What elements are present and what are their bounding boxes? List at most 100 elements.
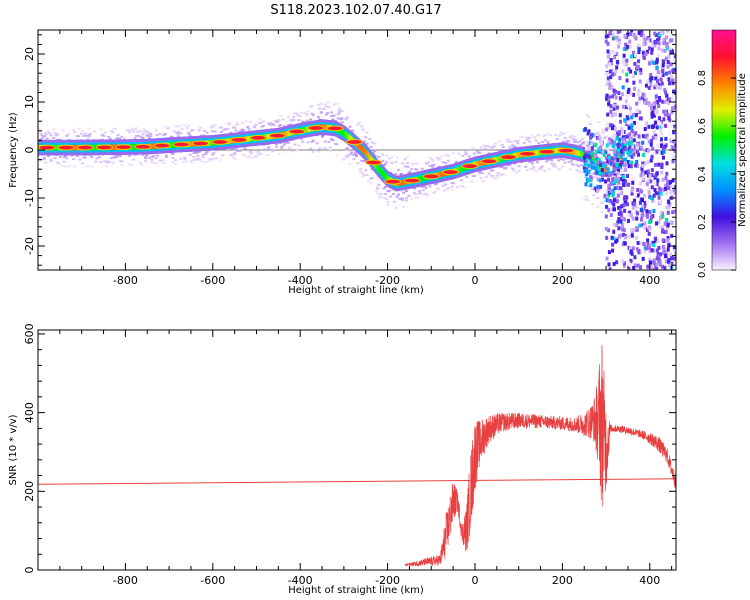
- spectrogram-cell: [161, 159, 165, 162]
- spectrogram-cell: [634, 226, 638, 231]
- spectrogram-cell: [530, 134, 534, 137]
- spectrogram-cell: [497, 149, 501, 152]
- spectrogram-cell: [140, 163, 144, 166]
- spectrogram-cell: [420, 167, 424, 170]
- spectrogram-cell: [252, 126, 256, 129]
- spectrogram-cell: [624, 99, 628, 104]
- snr-frame: [37, 329, 677, 571]
- spectrogram-cell: [617, 176, 621, 181]
- spectrogram-cell: [613, 166, 617, 171]
- spectrogram-cell: [594, 156, 598, 161]
- spectrogram-cell: [595, 170, 599, 175]
- spectrogram-cell: [330, 115, 334, 118]
- snr-xtick-label: -200: [375, 574, 400, 587]
- spectrogram-cell: [670, 233, 674, 238]
- spectrogram-cell: [588, 175, 592, 180]
- spectrogram-cell: [615, 105, 619, 110]
- spectrogram-cell: [372, 152, 376, 155]
- spectrogram-cell: [635, 101, 639, 106]
- spectrogram-cell: [607, 52, 611, 57]
- spectrogram-cell: [429, 157, 433, 160]
- spectrogram-cell: [332, 114, 336, 117]
- spectrogram-cell: [661, 99, 665, 104]
- spectrogram-cell: [461, 154, 465, 157]
- spectrogram-cell: [594, 166, 598, 171]
- spectrogram-cell: [488, 146, 492, 149]
- spectrogram-cell: [479, 146, 483, 149]
- spectrogram-cell: [462, 185, 466, 188]
- spectrogram-cell: [126, 129, 130, 132]
- spectrogram-cell: [582, 165, 586, 170]
- spectrogram-cell: [618, 165, 622, 170]
- spectrogram-cell: [630, 160, 634, 165]
- spectrogram-cell: [361, 128, 365, 131]
- spectrogram-cell: [668, 34, 672, 39]
- spectrogram-cell: [647, 186, 651, 191]
- spectrogram-cell: [636, 68, 640, 73]
- spectrogram-peak: [557, 147, 575, 154]
- spectrogram-cell: [370, 141, 374, 144]
- spectrogram-cell: [648, 260, 652, 265]
- spectrogram-cell: [616, 168, 620, 173]
- spectrogram-cell: [632, 152, 636, 157]
- spectrogram-cell: [209, 157, 213, 160]
- spectrogram-cell: [603, 193, 607, 198]
- spectrogram-cell: [437, 165, 441, 168]
- spectrogram-cell: [573, 140, 577, 143]
- spectrogram-cell: [655, 65, 659, 70]
- spectrogram-cell: [265, 153, 269, 156]
- spectrogram-cell: [669, 179, 673, 184]
- spectrogram-cell: [250, 152, 254, 155]
- spectrogram-cell: [567, 161, 571, 164]
- spectrogram-cell: [185, 126, 189, 129]
- spectrogram-cell: [626, 44, 630, 49]
- spectrogram-cell: [403, 165, 407, 168]
- spectrogram-cell: [609, 104, 613, 109]
- spectrogram-cell: [621, 130, 625, 135]
- spectrogram-cell: [85, 134, 89, 137]
- spectrogram-cell: [373, 150, 377, 153]
- spectrogram-cell: [465, 176, 469, 179]
- spectrogram-cell: [640, 217, 644, 222]
- spectrogram-cell: [511, 144, 515, 147]
- spectrogram-cell: [437, 158, 441, 161]
- spectrogram-cell: [635, 108, 639, 113]
- spectrogram-cell: [655, 38, 659, 43]
- spectrogram-cell: [666, 247, 670, 252]
- spectrogram-cell: [81, 129, 85, 132]
- spectrogram-cell: [630, 30, 634, 33]
- spectrogram-cell: [651, 102, 655, 107]
- spectrogram-cell: [660, 30, 664, 34]
- spectrogram-cell: [420, 185, 424, 188]
- spectrogram-cell: [652, 130, 656, 135]
- spectrogram-cell: [648, 173, 652, 178]
- spectrogram-cell: [601, 131, 605, 134]
- spectrogram-cell: [344, 117, 348, 120]
- spectrogram-cell: [667, 186, 671, 191]
- spectrogram-cell: [662, 145, 666, 150]
- spectrogram-cell: [559, 131, 563, 134]
- spectrogram-cell: [627, 152, 631, 157]
- spectrogram-cell: [44, 132, 48, 135]
- spectrogram-cell: [509, 140, 513, 143]
- spectrogram-cell: [421, 189, 425, 192]
- spectrogram-cell: [362, 159, 366, 162]
- spectrogram-cell: [597, 136, 601, 141]
- spectrogram-cell: [660, 65, 664, 70]
- spectrogram-cell: [437, 156, 441, 159]
- spectrogram-cell: [622, 62, 626, 67]
- spectrogram-cell: [107, 135, 111, 138]
- spectrogram-cell: [103, 160, 107, 163]
- spectrogram-cell: [615, 131, 619, 136]
- spectrogram-cell: [163, 132, 167, 135]
- spectrogram-cell: [423, 185, 427, 188]
- spectrogram-cell: [365, 174, 369, 177]
- spectrogram-cell: [595, 150, 599, 155]
- spectrogram-cell: [87, 133, 91, 136]
- spectrogram-cell: [618, 208, 622, 213]
- spectrogram-cell: [630, 115, 634, 120]
- spectrogram-cell: [629, 250, 633, 255]
- spectrogram-xtick-label: 400: [639, 274, 660, 287]
- spectrogram-cell: [673, 127, 676, 132]
- spectrogram-cell: [643, 249, 647, 254]
